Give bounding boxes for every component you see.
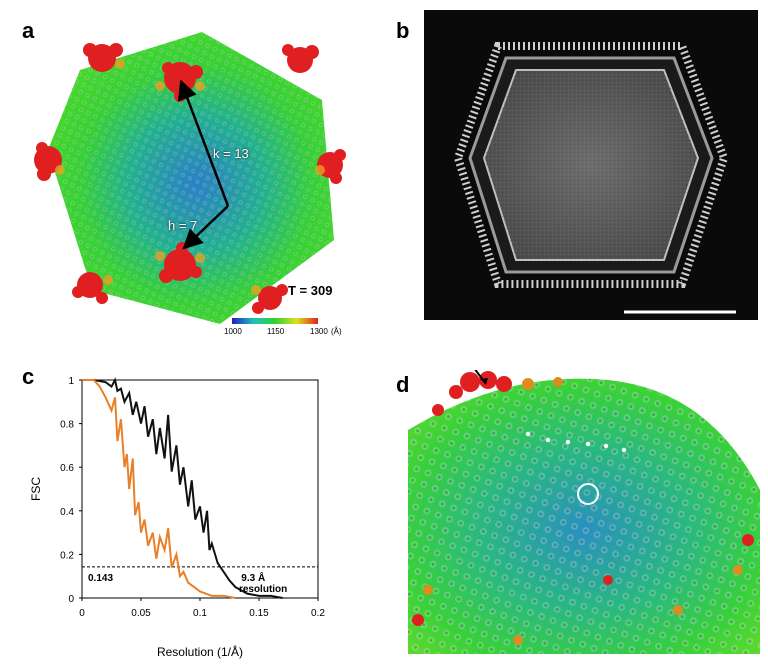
panel-b-micrograph	[424, 10, 758, 320]
panel-a-capsid	[34, 32, 346, 324]
y-tick-label: 0.2	[60, 550, 74, 561]
x-tick-label: 0.2	[311, 608, 325, 619]
series-line-orange	[82, 379, 236, 599]
y-tick-label: 0.8	[60, 420, 74, 431]
series-line-black	[82, 377, 283, 599]
panel-b-label: b	[396, 18, 410, 43]
k-arrow	[177, 79, 230, 207]
y-tick-label: 1	[68, 376, 74, 387]
dot-row	[525, 431, 627, 453]
h-arrow	[182, 205, 229, 250]
resolution-annotation-value: 9.3 Å	[241, 571, 265, 584]
x-tick-label: 0.15	[249, 608, 269, 619]
h-label: h = 7	[168, 218, 198, 233]
x-tick-label: 0.1	[193, 608, 207, 619]
fsc-chart: 0 0.2 0.4 0.6 0.8 1 0 0.05 0.1 0.15 0.2 Resolution …	[29, 376, 325, 659]
x-tick-label: 0	[79, 608, 85, 619]
y-axis-label: FSC	[29, 477, 43, 501]
panel-d-label: d	[396, 372, 410, 397]
y-tick-label: 0	[68, 594, 74, 605]
panel-a-label: a	[22, 18, 35, 43]
highlight-circle	[577, 483, 599, 505]
resolution-annotation-label: resolution	[239, 584, 287, 595]
x-axis-label: Resolution (1/Å)	[157, 644, 243, 659]
x-tick-label: 0.05	[131, 608, 151, 619]
y-tick-label: 0.4	[60, 507, 74, 518]
k-label: k = 13	[213, 146, 249, 161]
plot-frame	[81, 379, 319, 599]
y-tick-label: 0.6	[60, 463, 74, 474]
colorbar-mid: 1150	[267, 327, 285, 336]
threshold-label: 0.143	[88, 573, 113, 584]
panel-c-label: c	[22, 364, 35, 389]
colorbar-max: 1300	[310, 327, 328, 336]
colorbar-unit: (Å)	[331, 327, 342, 336]
panel-d-closeup	[408, 370, 760, 654]
radius-colorbar	[232, 318, 318, 324]
colorbar-min: 1000	[224, 327, 242, 336]
t-number: T = 309	[288, 283, 333, 298]
